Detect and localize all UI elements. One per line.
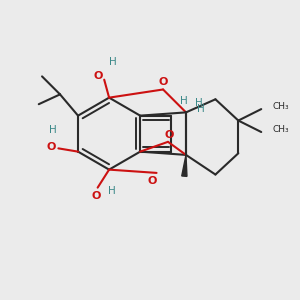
Text: CH₃: CH₃ [273, 102, 289, 111]
Text: H: H [107, 186, 115, 196]
Text: H: H [110, 57, 117, 67]
Text: CH₃: CH₃ [273, 125, 289, 134]
Polygon shape [182, 155, 187, 176]
Text: H: H [181, 96, 188, 106]
Text: O: O [148, 176, 157, 186]
Text: O: O [158, 77, 168, 87]
Text: O: O [165, 130, 174, 140]
Text: O: O [46, 142, 56, 152]
Text: H: H [197, 104, 205, 114]
Text: O: O [91, 191, 101, 201]
Text: H: H [49, 125, 56, 135]
Text: H: H [194, 98, 202, 108]
Text: O: O [94, 71, 103, 81]
